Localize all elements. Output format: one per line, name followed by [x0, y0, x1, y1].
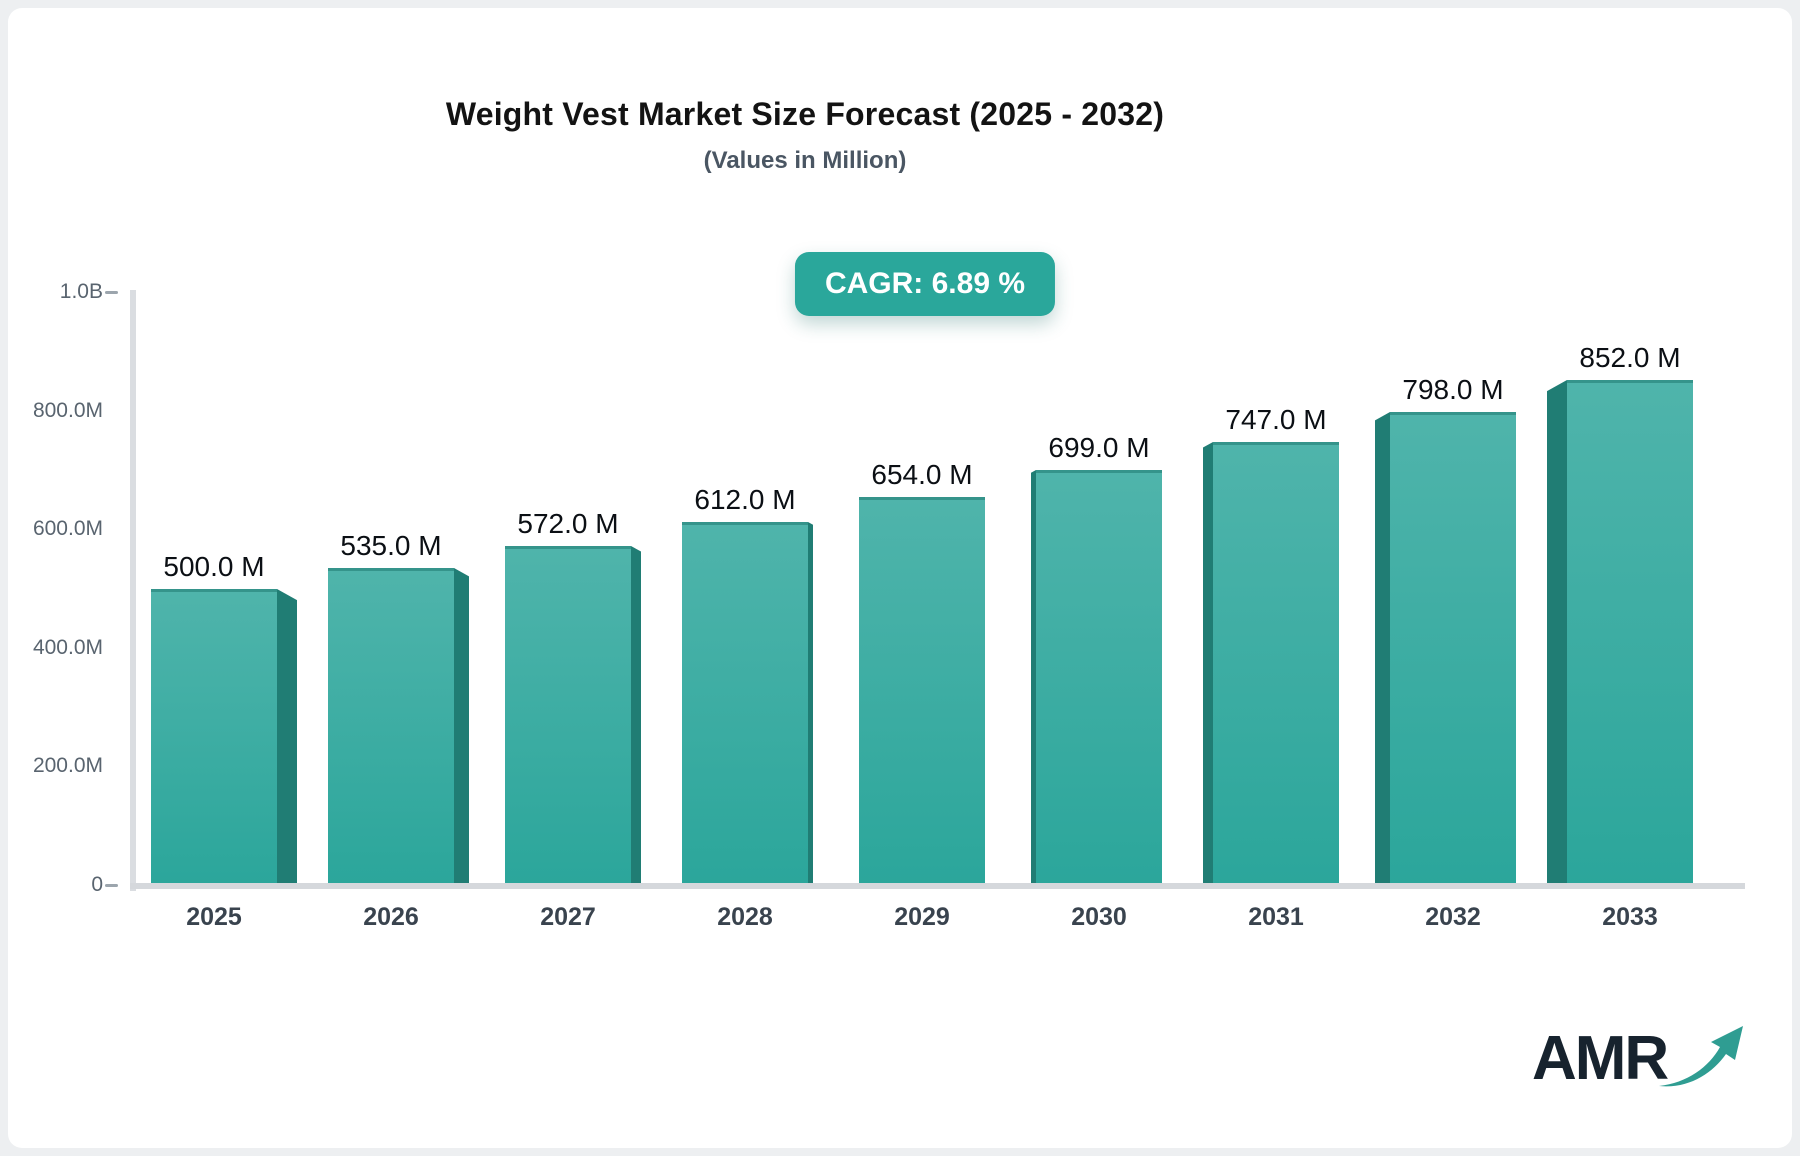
x-tick-label: 2028 [717, 903, 773, 931]
bar-face [1567, 379, 1693, 885]
bar-2032[interactable] [1375, 411, 1516, 885]
amr-logo-text: AMR [1532, 1024, 1669, 1093]
trend-up-arrow-icon [1659, 1026, 1744, 1087]
y-tick-label: 800.0M [32, 398, 103, 422]
bar-2025[interactable] [151, 588, 297, 885]
bar-2030[interactable] [1031, 470, 1162, 885]
bar-side-face [277, 588, 297, 885]
bar-value-label: 798.0 M [1402, 373, 1504, 405]
x-tick-label: 2026 [363, 903, 419, 931]
cagr-badge: CAGR: 6.89 % [794, 252, 1056, 316]
x-tick-label: 2029 [894, 903, 950, 931]
bar-value-label: 500.0 M [163, 550, 265, 582]
x-axis-line [130, 883, 1745, 889]
chart-card: Weight Vest Market Size Forecast (2025 -… [8, 8, 1792, 1148]
chart-title: Weight Vest Market Size Forecast (2025 -… [445, 96, 1165, 132]
bar-face [505, 545, 631, 885]
bar-side-face [808, 522, 813, 885]
y-tick-label: 400.0M [32, 635, 103, 659]
bar-face [682, 522, 808, 885]
x-tick-label: 2033 [1602, 903, 1658, 931]
chart-header: Weight Vest Market Size Forecast (2025 -… [8, 96, 1610, 175]
x-tick-label: 2025 [186, 903, 242, 931]
bar-side-face [631, 545, 641, 885]
chart-stage: Weight Vest Market Size Forecast (2025 -… [8, 8, 1792, 1148]
bar-face [1036, 470, 1162, 885]
bar-value-label: 612.0 M [694, 484, 796, 516]
bar-face [1213, 442, 1339, 885]
chart-subtitle: (Values in Million) [703, 147, 907, 174]
bar-2029[interactable] [859, 497, 985, 885]
bar-value-label: 747.0 M [1225, 404, 1327, 436]
bar-face [1390, 411, 1516, 885]
bar-2033[interactable] [1547, 379, 1693, 885]
bar-face [328, 567, 454, 885]
bar-value-label: 654.0 M [871, 459, 973, 491]
x-tick-label: 2027 [540, 903, 596, 931]
y-tick-label: 200.0M [32, 754, 103, 778]
x-tick-label: 2030 [1071, 903, 1127, 931]
bar-side-face [1203, 442, 1213, 885]
bar-side-face [1031, 470, 1036, 885]
bar-side-face [454, 567, 469, 885]
x-tick-label: 2031 [1248, 903, 1304, 931]
y-tick-mark [105, 884, 118, 887]
bar-value-label: 572.0 M [517, 507, 619, 539]
bar-face [859, 497, 985, 885]
bar-value-label: 535.0 M [340, 529, 442, 561]
bar-2026[interactable] [328, 567, 469, 885]
bar-side-face [1375, 411, 1390, 885]
bar-2028[interactable] [682, 522, 813, 885]
y-tick-mark [105, 291, 118, 294]
x-tick-label: 2032 [1425, 903, 1481, 931]
bar-value-label: 699.0 M [1048, 432, 1150, 464]
amr-logo: AMR [1532, 1024, 1749, 1093]
bar-face [151, 588, 277, 885]
bar-2031[interactable] [1203, 442, 1339, 885]
y-tick-label: 1.0B [59, 280, 103, 303]
y-axis-line [130, 290, 136, 891]
y-tick-label: 0 [91, 873, 103, 896]
y-tick-label: 600.0M [32, 517, 103, 541]
bar-value-label: 852.0 M [1579, 341, 1681, 373]
bar-2027[interactable] [505, 545, 641, 885]
cagr-badge-label: CAGR: 6.89 % [824, 267, 1026, 300]
bar-side-face [1547, 379, 1567, 885]
